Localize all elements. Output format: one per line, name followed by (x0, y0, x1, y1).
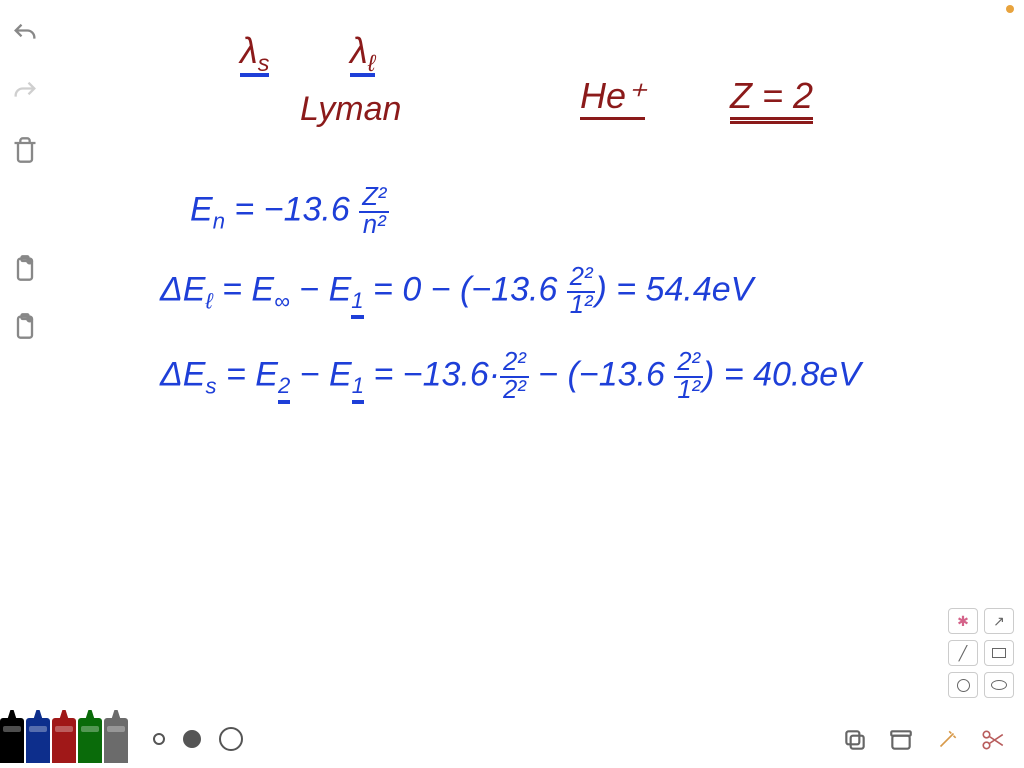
ion-label: He⁺ (580, 75, 645, 117)
series-label: Lyman (300, 90, 401, 129)
bottom-toolbar (0, 708, 1024, 768)
left-toolbar: + − (0, 0, 50, 768)
arrow-tool-icon[interactable]: ↗ (984, 608, 1014, 634)
copy-icon[interactable] (842, 727, 868, 753)
flower-tool-icon[interactable]: ✱ (948, 608, 978, 634)
delta-e-short: ΔEs = E2 − E1 = −13.6·2²2² − (−13.6 2²1²… (160, 350, 861, 403)
marker-red[interactable] (52, 718, 76, 763)
z-value: Z = 2 (730, 75, 813, 117)
bottom-right-tools (842, 727, 1006, 753)
ellipse-tool-icon[interactable] (984, 672, 1014, 698)
undo-icon[interactable] (11, 20, 39, 48)
energy-formula: En = −13.6 Z²n² (190, 185, 389, 238)
line-tool-icon[interactable]: ╱ (948, 640, 978, 666)
marker-blue[interactable] (26, 718, 50, 763)
whiteboard-canvas[interactable]: λs λℓ Lyman He⁺ Z = 2 En = −13.6 Z²n² ΔE… (50, 0, 1024, 708)
archive-icon[interactable] (888, 727, 914, 753)
marker-palette (0, 718, 128, 763)
stroke-large[interactable] (219, 727, 243, 751)
lambda-s-symbol: λs (240, 30, 269, 77)
marker-black[interactable] (0, 718, 24, 763)
rectangle-tool-icon[interactable] (984, 640, 1014, 666)
delta-e-long: ΔEℓ = E∞ − E1 = 0 − (−13.6 2²1²) = 54.4e… (160, 265, 753, 318)
lambda-l-symbol: λℓ (350, 30, 375, 77)
clipboard-remove-icon[interactable]: − (11, 312, 39, 340)
shape-tools: ✱ ↗ ╱ (948, 608, 1014, 698)
clipboard-add-icon[interactable]: + (11, 254, 39, 282)
marker-green[interactable] (78, 718, 102, 763)
stroke-medium[interactable] (183, 730, 201, 748)
wand-icon[interactable] (934, 727, 960, 753)
stroke-small[interactable] (153, 733, 165, 745)
stroke-size-selector (153, 727, 243, 751)
trash-icon[interactable] (11, 136, 39, 164)
marker-gray[interactable] (104, 718, 128, 763)
svg-text:+: + (28, 259, 32, 265)
scissors-icon[interactable] (980, 727, 1006, 753)
circle-tool-icon[interactable] (948, 672, 978, 698)
svg-text:−: − (28, 317, 32, 323)
redo-icon[interactable] (11, 78, 39, 106)
